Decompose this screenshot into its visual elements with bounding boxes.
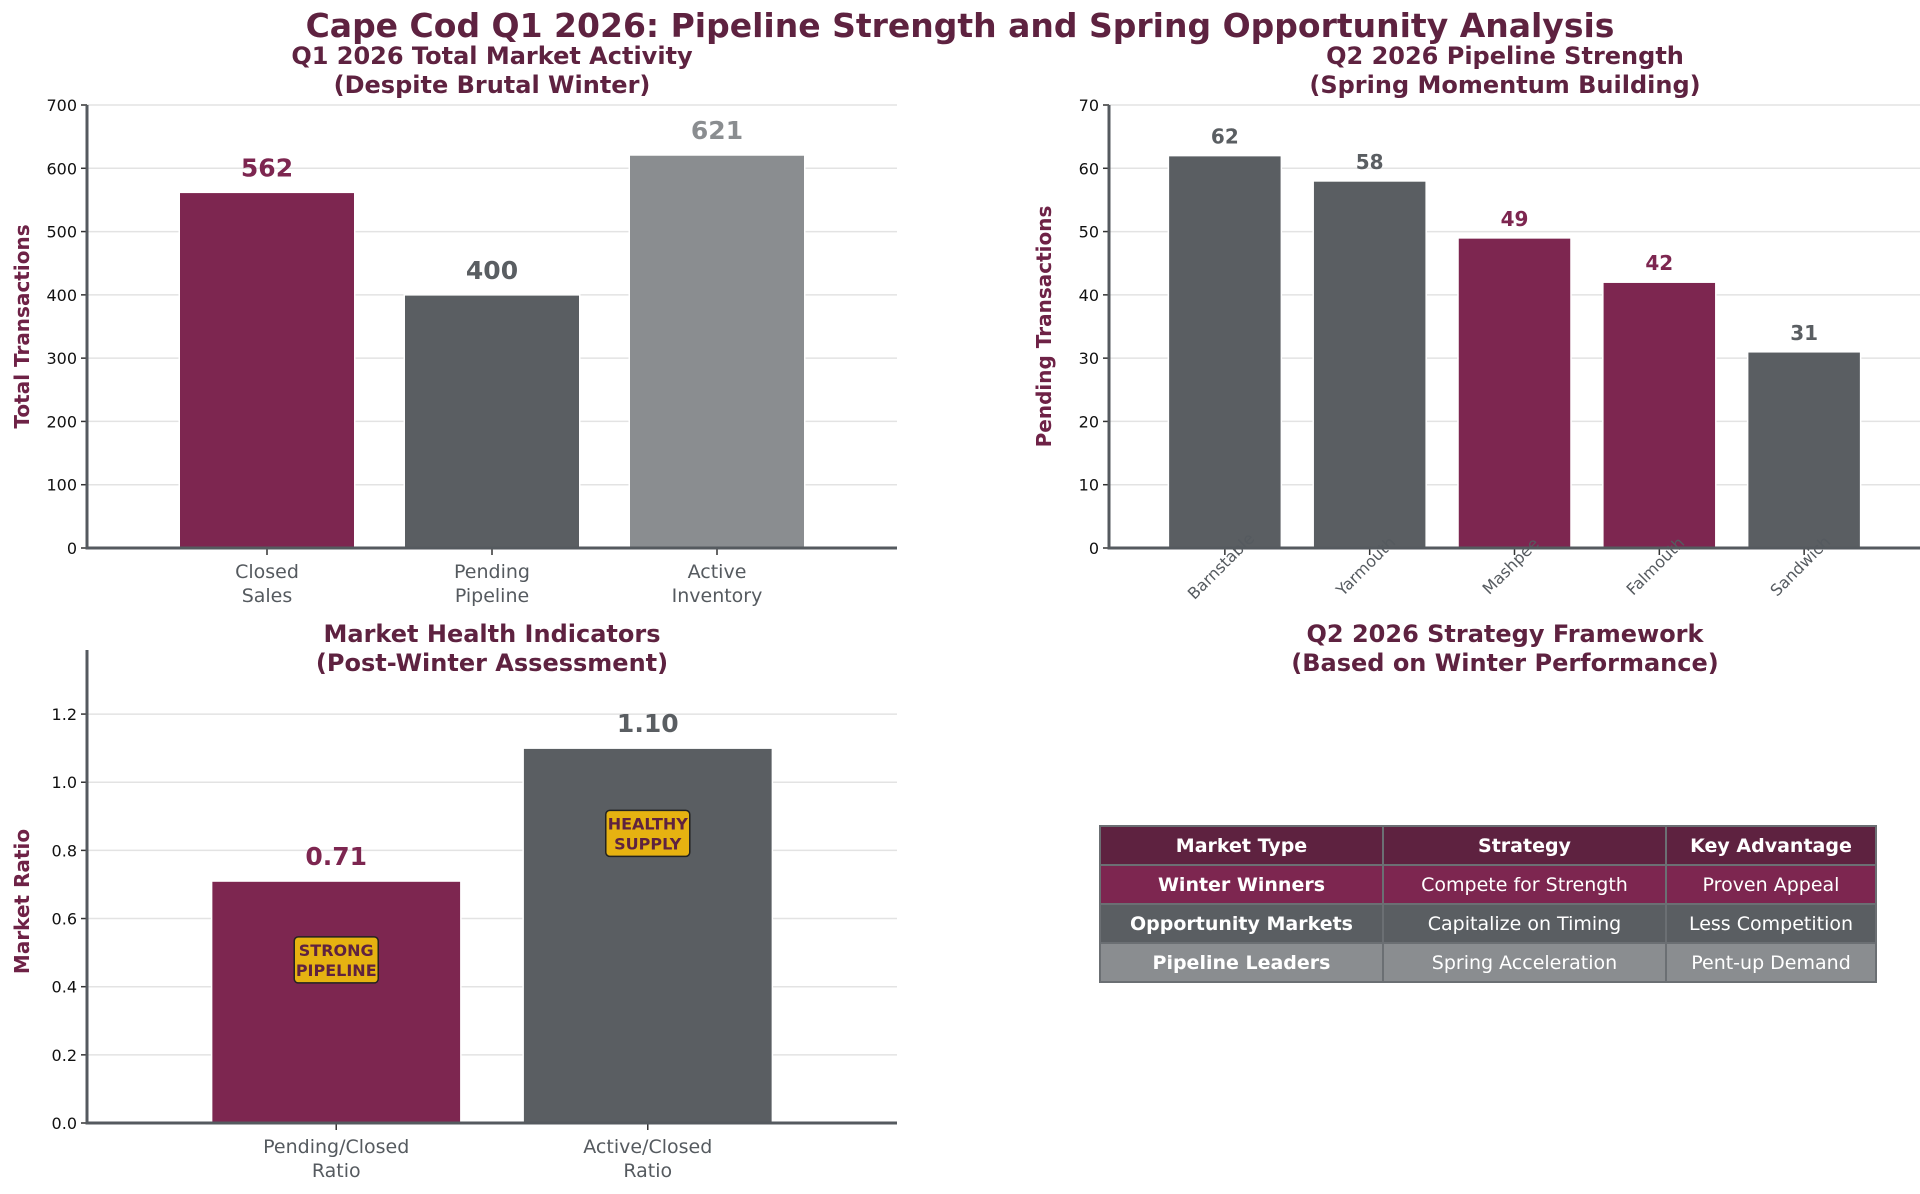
annotation-text: STRONG <box>299 941 374 960</box>
table-row: Opportunity Markets Capitalize on Timing… <box>1099 903 1877 944</box>
y-tick-label: 10 <box>1079 476 1099 495</box>
annotation-text: SUPPLY <box>614 834 682 853</box>
x-tick-label: Sales <box>242 585 293 607</box>
y-tick-label: 20 <box>1079 412 1099 431</box>
table-row: Winter Winners Compete for Strength Prov… <box>1099 864 1877 905</box>
panel-title: Q1 2026 Total Market Activity <box>291 42 693 70</box>
y-axis-label: Pending Transactions <box>1032 206 1056 448</box>
data-label: 562 <box>241 153 293 182</box>
y-axis-label: Total Transactions <box>10 224 34 428</box>
y-tick-label: 60 <box>1079 159 1099 178</box>
x-tick-label: Pending/Closed <box>263 1136 409 1158</box>
column-header: Strategy <box>1382 825 1667 866</box>
table-cell: Less Competition <box>1665 903 1877 944</box>
x-tick-label: Ratio <box>623 1160 672 1182</box>
y-tick-label: 200 <box>46 412 77 431</box>
x-tick-label: Inventory <box>672 585 763 607</box>
data-label: 1.10 <box>617 709 679 738</box>
strategy-table: Market Type Strategy Key Advantage Winte… <box>1099 825 1877 983</box>
x-tick-label: Ratio <box>312 1160 361 1182</box>
panel-title: Q2 2026 Pipeline Strength <box>1326 42 1684 70</box>
panel-title: (Despite Brutal Winter) <box>334 71 651 99</box>
data-label: 62 <box>1211 125 1239 149</box>
column-header: Market Type <box>1099 825 1384 866</box>
y-tick-label: 0 <box>1089 539 1099 558</box>
table-row: Pipeline Leaders Spring Acceleration Pen… <box>1099 942 1877 983</box>
main-title: Cape Cod Q1 2026: Pipeline Strength and … <box>305 6 1615 45</box>
x-tick-label: Active <box>688 561 747 583</box>
table-cell: Proven Appeal <box>1665 864 1877 905</box>
x-tick-label: Pipeline <box>455 585 529 607</box>
data-label: 31 <box>1790 321 1818 345</box>
panel-title: (Based on Winter Performance) <box>1291 649 1718 677</box>
bar <box>1457 237 1572 549</box>
annotation-badge <box>293 936 379 984</box>
y-tick-label: 300 <box>46 349 77 368</box>
bar <box>628 154 806 549</box>
bar <box>1602 281 1717 549</box>
y-tick-label: 50 <box>1079 223 1099 242</box>
bar <box>1312 180 1427 549</box>
data-label: 42 <box>1645 251 1673 275</box>
y-tick-label: 70 <box>1079 96 1099 115</box>
y-tick-label: 30 <box>1079 349 1099 368</box>
table-header-row: Market Type Strategy Key Advantage <box>1099 825 1877 866</box>
bar <box>1746 351 1862 549</box>
bar <box>178 191 356 549</box>
panel-title: (Spring Momentum Building) <box>1309 71 1700 99</box>
data-label: 400 <box>466 256 518 285</box>
table-cell: Opportunity Markets <box>1099 903 1384 944</box>
y-tick-label: 0.6 <box>52 910 77 929</box>
table-cell: Spring Acceleration <box>1382 942 1667 983</box>
column-header: Key Advantage <box>1665 825 1877 866</box>
x-tick-label: Closed <box>235 561 299 583</box>
data-label: 58 <box>1356 150 1384 174</box>
table-cell: Pent-up Demand <box>1665 942 1877 983</box>
y-tick-label: 500 <box>46 223 77 242</box>
panel-title: Market Health Indicators <box>324 620 661 648</box>
y-tick-label: 40 <box>1079 286 1099 305</box>
y-tick-label: 600 <box>46 159 77 178</box>
y-tick-label: 0.0 <box>52 1114 77 1133</box>
table-cell: Pipeline Leaders <box>1099 942 1384 983</box>
table-cell: Capitalize on Timing <box>1382 903 1667 944</box>
table-cell: Winter Winners <box>1099 864 1384 905</box>
x-tick-label: Active/Closed <box>583 1136 712 1158</box>
y-tick-label: 0 <box>67 539 77 558</box>
y-tick-label: 0.4 <box>52 978 77 997</box>
bar <box>210 880 462 1124</box>
panel-title: (Post-Winter Assessment) <box>316 649 668 677</box>
y-tick-label: 100 <box>46 476 77 495</box>
annotation-text: PIPELINE <box>296 961 377 980</box>
y-tick-label: 1.2 <box>52 705 77 724</box>
annotation-badge <box>605 809 691 858</box>
y-axis-label: Market Ratio <box>10 829 34 974</box>
y-tick-label: 700 <box>46 96 77 115</box>
y-tick-label: 0.8 <box>52 841 77 860</box>
bar <box>522 747 774 1124</box>
annotation-text: HEALTHY <box>608 814 689 833</box>
y-tick-label: 400 <box>46 286 77 305</box>
bar <box>403 294 581 549</box>
x-tick-label: Pending <box>454 561 530 583</box>
data-label: 621 <box>691 116 743 145</box>
bar <box>1167 154 1283 549</box>
data-label: 0.71 <box>305 842 367 871</box>
y-tick-label: 1.0 <box>52 773 77 792</box>
y-tick-label: 0.2 <box>52 1046 77 1065</box>
panel-title: Q2 2026 Strategy Framework <box>1307 620 1705 648</box>
table-cell: Compete for Strength <box>1382 864 1667 905</box>
data-label: 49 <box>1501 207 1529 231</box>
